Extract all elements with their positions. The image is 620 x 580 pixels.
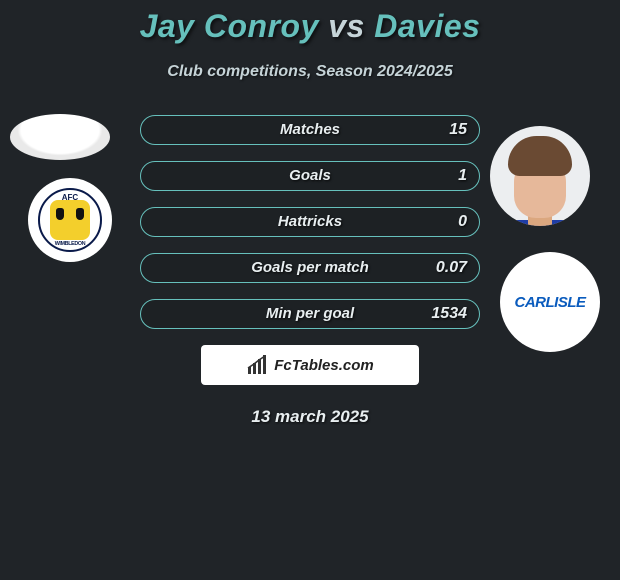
stat-right-value: 1534 (431, 300, 467, 328)
table-row: Hattricks 0 (140, 207, 480, 237)
player2-name: Davies (374, 8, 480, 44)
stat-label: Min per goal (141, 300, 479, 328)
source-label: FcTables.com (274, 357, 373, 374)
vs-label: vs (328, 8, 365, 44)
subtitle: Club competitions, Season 2024/2025 (0, 63, 620, 81)
player1-name: Jay Conroy (140, 8, 319, 44)
table-row: Goals per match 0.07 (140, 253, 480, 283)
stat-label: Hattricks (141, 208, 479, 236)
table-row: Min per goal 1534 (140, 299, 480, 329)
player1-avatar (10, 114, 110, 160)
table-row: Goals 1 (140, 161, 480, 191)
stat-right-value: 15 (449, 116, 467, 144)
player2-avatar (490, 126, 590, 226)
barchart-icon (246, 354, 270, 376)
player1-club-crest (28, 178, 112, 262)
page-title: Jay Conroy vs Davies (0, 0, 620, 45)
stat-label: Goals per match (141, 254, 479, 282)
stat-right-value: 1 (458, 162, 467, 190)
stat-label: Goals (141, 162, 479, 190)
stat-right-value: 0 (458, 208, 467, 236)
stat-label: Matches (141, 116, 479, 144)
table-row: Matches 15 (140, 115, 480, 145)
stat-right-value: 0.07 (436, 254, 467, 282)
date-label: 13 march 2025 (0, 407, 620, 427)
source-badge[interactable]: FcTables.com (201, 345, 419, 385)
player2-club-crest: CARLISLE (500, 252, 600, 352)
